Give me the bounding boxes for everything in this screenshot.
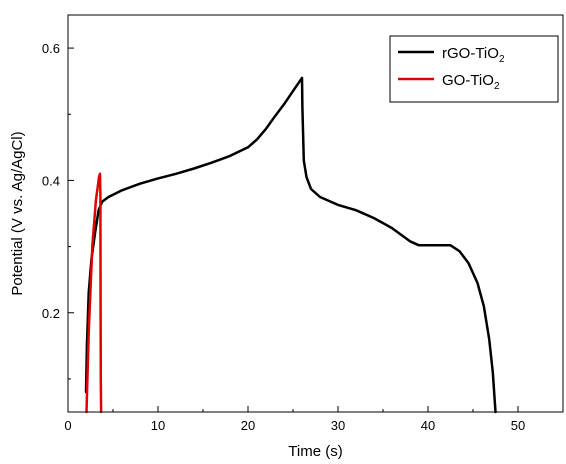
x-tick-label: 0	[64, 418, 71, 433]
x-axis-label: Time (s)	[288, 443, 342, 460]
x-tick-label: 50	[511, 418, 525, 433]
x-tick-label: 40	[421, 418, 435, 433]
x-tick-label: 20	[241, 418, 255, 433]
plot-frame	[67, 14, 564, 413]
series-line-0	[84, 76, 497, 414]
legend-subscript: 2	[499, 54, 505, 65]
x-tick-label: 10	[151, 418, 165, 433]
legend-box	[389, 35, 559, 103]
legend: rGO-TiO2 GO-TiO2	[389, 35, 559, 103]
legend-label-1: GO-TiO2	[442, 72, 500, 92]
y-tick-label: 0.4	[42, 173, 60, 188]
legend-label-0: rGO-TiO2	[442, 45, 505, 65]
y-tick-label: 0.6	[42, 41, 60, 56]
y-tick-label: 0.2	[42, 306, 60, 321]
series-layer	[84, 76, 497, 414]
y-axis-label: Potential (V vs. Ag/AgCl)	[9, 131, 26, 295]
legend-subscript: 2	[494, 81, 500, 92]
series-line-1	[85, 172, 103, 414]
x-tick-label: 30	[331, 418, 345, 433]
ticks-layer: 0 10 20 30 40 50 0.2 0.4 0.6	[42, 41, 525, 433]
